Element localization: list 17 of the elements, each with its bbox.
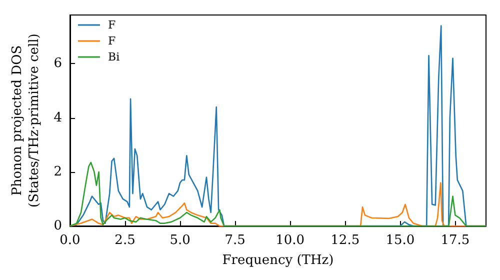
x-tick-label: 15.0	[386, 233, 415, 248]
y-tick-label: 2	[54, 164, 62, 180]
x-tick-label: 12.5	[330, 233, 360, 248]
y-tick-label: 0	[54, 218, 62, 234]
legend-label: F	[108, 18, 116, 32]
y-tick-label: 4	[54, 110, 62, 126]
y-axis-title: Phonon projected DOS (States/THz·primitive cell)	[10, 33, 42, 208]
x-tick-label: 2.5	[114, 233, 136, 248]
x-axis-title: Frequency (THz)	[222, 252, 334, 268]
x-tick-label: 5.0	[170, 233, 190, 248]
y-tick-label: 6	[54, 56, 62, 72]
x-tick-label: 7.5	[224, 233, 246, 248]
legend-label: Bi	[108, 50, 120, 64]
x-tick-label: 10.0	[276, 233, 305, 248]
legend-label: F	[108, 34, 116, 48]
x-tick-label: 17.5	[440, 233, 470, 248]
x-tick-label: 0.0	[60, 233, 80, 248]
